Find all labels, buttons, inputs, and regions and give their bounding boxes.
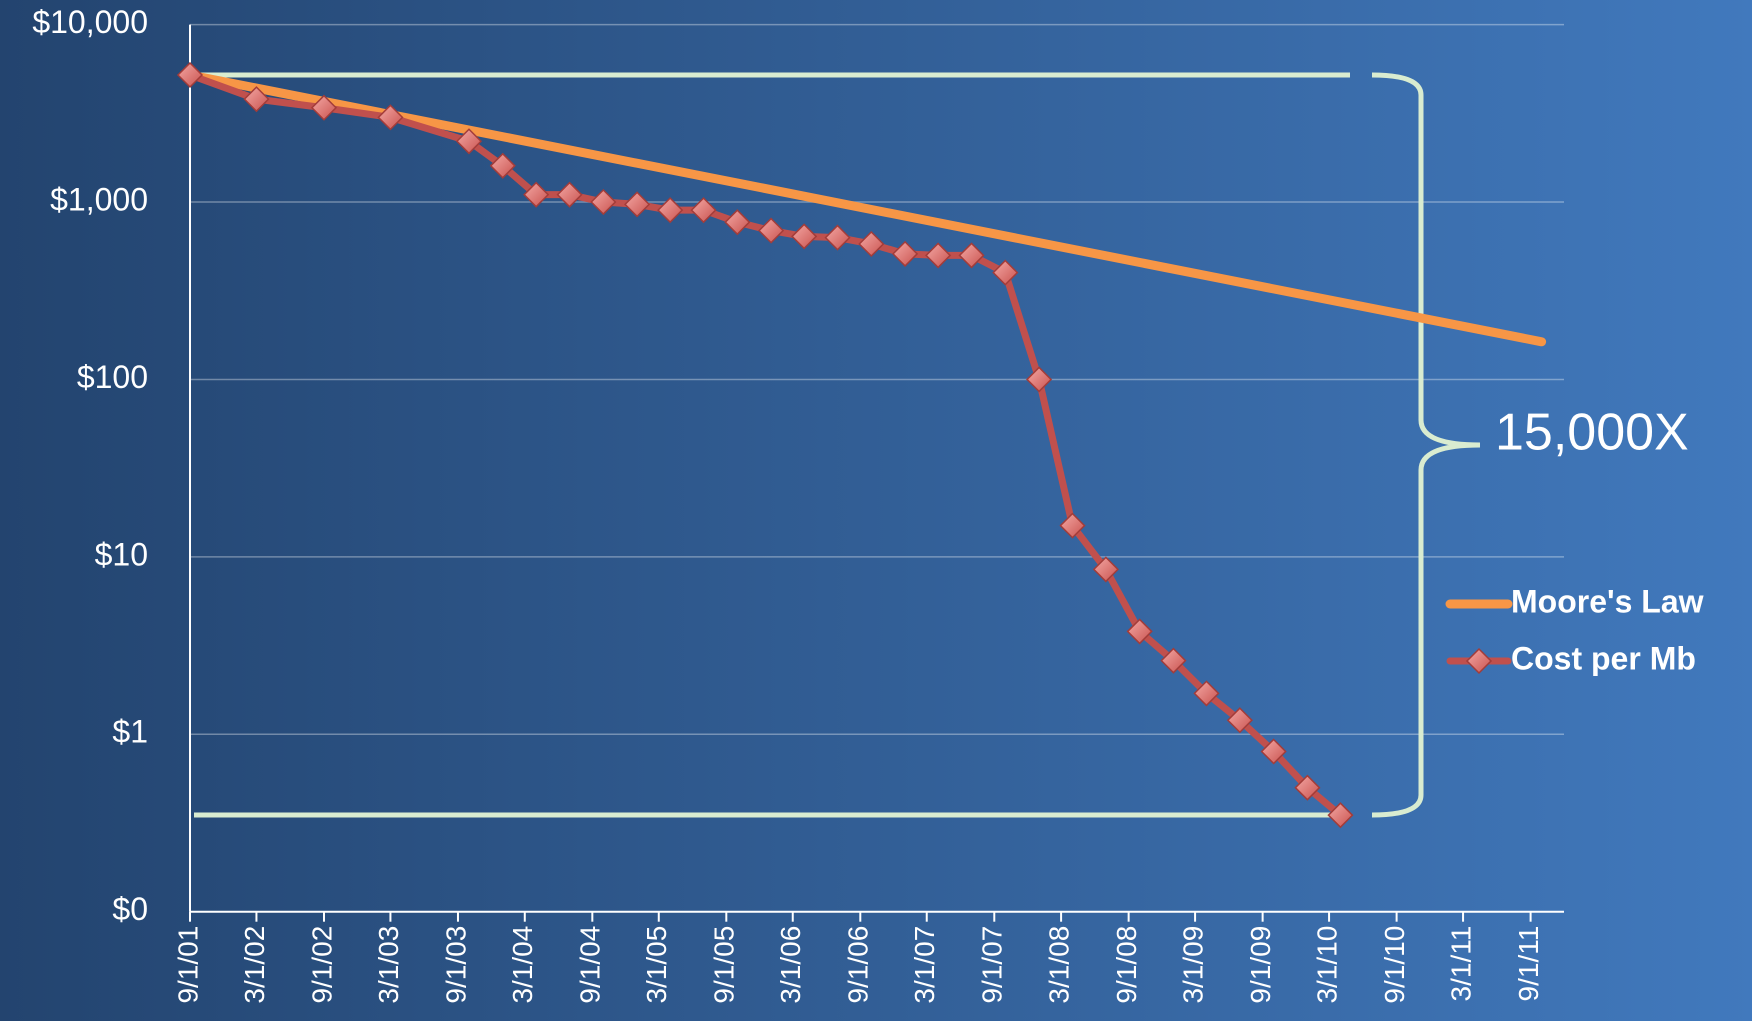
data-point <box>310 94 338 121</box>
x-tick-label: 3/1/02 <box>239 926 270 1004</box>
x-tick-label: 9/1/05 <box>709 926 740 1004</box>
x-tick-label: 9/1/08 <box>1111 926 1142 1004</box>
x-tick-label: 3/1/03 <box>373 926 404 1004</box>
data-point <box>992 259 1019 286</box>
x-tick-label: 9/1/03 <box>440 926 471 1004</box>
x-tick-label: 9/1/11 <box>1513 926 1544 1002</box>
data-point <box>1092 556 1119 583</box>
x-tick-label: 9/1/06 <box>843 926 874 1004</box>
data-point <box>1193 680 1220 707</box>
x-tick-label: 9/1/01 <box>172 926 203 1004</box>
legend-label: Moore's Law <box>1511 583 1704 619</box>
data-point <box>892 240 919 267</box>
data-point <box>243 86 270 113</box>
y-tick-label: $10,000 <box>32 4 148 40</box>
data-point <box>455 128 483 155</box>
data-point <box>824 224 851 251</box>
series-line <box>185 70 1547 347</box>
y-tick-label: $1 <box>112 714 148 750</box>
data-point <box>858 230 885 258</box>
x-tick-label: 9/1/07 <box>977 926 1008 1004</box>
brace <box>1371 72 1481 818</box>
x-tick-label: 3/1/11 <box>1445 926 1476 1002</box>
grid: $0 $1 $10 $100 $1,000 $10,000 9/1/01 3/1/02 9/1/… <box>32 4 1564 1004</box>
x-tick-label: 3/1/10 <box>1311 926 1342 1004</box>
x-tick-label: 9/1/09 <box>1245 926 1276 1004</box>
data-point <box>958 242 985 269</box>
y-tick-label: $100 <box>77 359 148 395</box>
x-tick-label: 3/1/06 <box>775 926 806 1004</box>
data-point <box>590 188 617 216</box>
x-tick-label: 3/1/04 <box>507 926 538 1004</box>
data-point <box>724 209 751 236</box>
plot <box>176 61 1547 829</box>
legend-label: Cost per Mb <box>1511 640 1696 676</box>
legend: Moore's Law Cost per Mb <box>1445 583 1704 676</box>
y-tick-label: $1,000 <box>50 181 148 217</box>
data-point <box>758 217 785 244</box>
data-point <box>624 191 651 218</box>
data-point <box>1160 647 1187 674</box>
legend-marker <box>1465 647 1493 675</box>
data-point <box>1226 707 1253 734</box>
data-point <box>791 223 818 250</box>
x-tick-label: 3/1/08 <box>1043 926 1074 1004</box>
y-tick-label: $10 <box>95 536 148 572</box>
x-tick-label: 9/1/02 <box>306 926 337 1004</box>
data-point <box>523 181 550 208</box>
data-point <box>690 197 717 224</box>
x-tick-label: 9/1/10 <box>1379 926 1410 1004</box>
y-tick-label: $0 <box>112 891 148 927</box>
x-tick-label: 3/1/09 <box>1177 926 1208 1004</box>
data-point <box>1126 618 1153 645</box>
x-tick-label: 9/1/04 <box>575 926 606 1004</box>
data-point <box>176 61 204 89</box>
x-tick-label: 3/1/07 <box>909 926 940 1004</box>
annotation-lines <box>194 72 1481 818</box>
data-point <box>556 181 583 208</box>
data-point <box>1294 774 1321 801</box>
data-point <box>1059 512 1086 539</box>
data-point <box>377 104 404 131</box>
data-point <box>1260 738 1287 765</box>
x-tick-label: 3/1/05 <box>641 926 672 1004</box>
data-point <box>925 242 952 269</box>
annotation: 15,000X <box>1495 404 1689 462</box>
data-point <box>1026 366 1053 393</box>
data-point <box>1327 802 1354 829</box>
data-point <box>489 152 516 179</box>
data-point <box>657 197 684 224</box>
